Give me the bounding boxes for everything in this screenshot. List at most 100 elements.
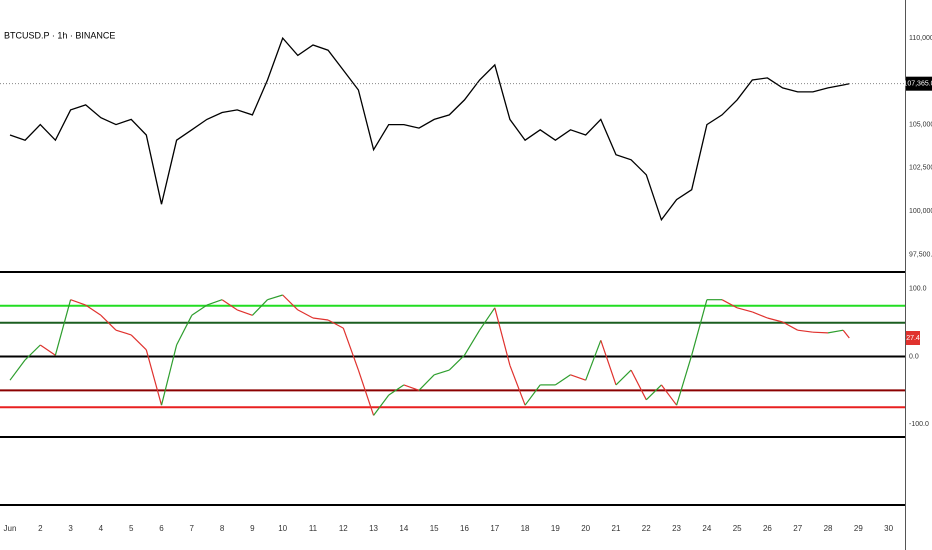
oscillator-segment bbox=[39, 344, 56, 356]
x-tick-label: 6 bbox=[159, 524, 164, 533]
oscillator-segment bbox=[463, 329, 481, 356]
oscillator-segment bbox=[736, 307, 753, 313]
oscillator-segment bbox=[100, 314, 117, 331]
x-tick-label: 28 bbox=[824, 524, 833, 533]
y-tick-label: 105,000.0 bbox=[909, 121, 932, 128]
oscillator-segment bbox=[555, 374, 571, 386]
oscillator-segment bbox=[676, 355, 693, 406]
y-tick-label: 97,500.0 bbox=[909, 251, 932, 258]
oscillator-segment bbox=[752, 311, 768, 319]
oscillator-segment bbox=[236, 309, 253, 316]
oscillator-segment bbox=[615, 369, 632, 386]
x-tick-label: 8 bbox=[220, 524, 225, 533]
oscillator-segment bbox=[54, 299, 72, 356]
oscillator-segment bbox=[524, 384, 541, 406]
x-tick-label: 21 bbox=[612, 524, 621, 533]
oscillator-segment bbox=[494, 307, 511, 366]
oscillator-segment bbox=[282, 294, 299, 311]
oscillator-segment bbox=[388, 384, 405, 396]
oscillator-segment bbox=[251, 299, 268, 316]
x-tick-label: 27 bbox=[793, 524, 802, 533]
oscillator-segment bbox=[176, 315, 193, 346]
oscillator-segment bbox=[191, 304, 208, 316]
x-tick-label: 3 bbox=[68, 524, 73, 533]
x-tick-label: 30 bbox=[884, 524, 893, 533]
price-line bbox=[9, 36, 850, 222]
oscillator-segment bbox=[160, 344, 178, 406]
oscillator-segment bbox=[403, 384, 420, 391]
current-price-box bbox=[906, 76, 932, 91]
oscillator-segment bbox=[85, 304, 102, 316]
oscillator-segment bbox=[130, 334, 147, 351]
y-tick-label: 102,500.0 bbox=[909, 165, 932, 172]
oscillator-segment bbox=[842, 329, 850, 339]
x-tick-label: 23 bbox=[672, 524, 681, 533]
oscillator-segment bbox=[585, 340, 602, 381]
x-tick-label: 5 bbox=[129, 524, 134, 533]
x-tick-label: 10 bbox=[278, 524, 287, 533]
x-tick-label: 13 bbox=[369, 524, 378, 533]
oscillator-segment bbox=[418, 374, 435, 391]
oscillator-segment bbox=[267, 294, 283, 301]
x-tick-label: 15 bbox=[430, 524, 439, 533]
oscillator-segment bbox=[660, 384, 678, 406]
x-tick-label: 4 bbox=[99, 524, 104, 533]
oscillator-segment bbox=[206, 299, 223, 306]
oscillator-segment bbox=[115, 329, 132, 336]
x-tick-label: Jun bbox=[4, 524, 17, 533]
oscillator-segment bbox=[782, 321, 798, 331]
oscillator-segment bbox=[9, 359, 26, 381]
x-tick-label: 20 bbox=[581, 524, 590, 533]
oscillator-segment bbox=[327, 319, 344, 329]
current-price-label: 107,365.0 bbox=[903, 81, 932, 88]
oscillator-segment bbox=[630, 369, 647, 401]
x-tick-label: 19 bbox=[551, 524, 560, 533]
x-tick-label: 25 bbox=[733, 524, 742, 533]
oscillator-segment bbox=[434, 369, 450, 376]
x-tick-label: 16 bbox=[460, 524, 469, 533]
current-value-label: 27.4 bbox=[906, 335, 920, 342]
x-tick-label: 7 bbox=[190, 524, 195, 533]
y-tick-label: 110,000.0 bbox=[909, 35, 932, 42]
chart-title: BTCUSD.P · 1h · BINANCE bbox=[4, 30, 115, 40]
oscillator-segment bbox=[342, 327, 359, 371]
oscillator-segment bbox=[297, 309, 314, 319]
oscillator-segment bbox=[145, 349, 163, 406]
y-tick-label: 100.0 bbox=[909, 286, 927, 293]
oscillator-segment bbox=[221, 299, 238, 311]
oscillator-segment bbox=[767, 317, 783, 323]
x-tick-label: 22 bbox=[642, 524, 651, 533]
oscillator-segment bbox=[691, 299, 708, 356]
oscillator-segment bbox=[70, 299, 86, 306]
oscillator-segment bbox=[448, 354, 465, 371]
x-tick-label: 29 bbox=[854, 524, 863, 533]
oscillator-segment bbox=[479, 307, 496, 331]
oscillator-segment bbox=[312, 317, 329, 321]
oscillator-segment bbox=[570, 374, 586, 381]
oscillator-segment bbox=[600, 340, 617, 386]
oscillator-segment bbox=[24, 344, 41, 361]
y-tick-label: 0.0 bbox=[909, 353, 919, 360]
oscillator-segment bbox=[509, 365, 526, 406]
y-tick-label: -100.0 bbox=[909, 421, 929, 428]
oscillator-segment bbox=[812, 331, 829, 334]
x-tick-label: 11 bbox=[309, 524, 318, 533]
x-tick-label: 12 bbox=[339, 524, 348, 533]
current-value-box bbox=[906, 331, 920, 345]
y-tick-label: 100,000.0 bbox=[909, 208, 932, 215]
x-tick-label: 2 bbox=[38, 524, 43, 533]
x-tick-label: 9 bbox=[250, 524, 255, 533]
oscillator-segment bbox=[721, 299, 738, 309]
oscillator-segment bbox=[373, 394, 390, 416]
x-tick-label: 17 bbox=[490, 524, 499, 533]
oscillator-segment bbox=[357, 369, 375, 416]
oscillator-segment bbox=[827, 329, 844, 334]
x-tick-label: 26 bbox=[763, 524, 772, 533]
x-tick-label: 24 bbox=[702, 524, 711, 533]
oscillator-segment bbox=[797, 329, 813, 333]
x-tick-label: 14 bbox=[399, 524, 408, 533]
x-tick-label: 18 bbox=[521, 524, 530, 533]
oscillator-segment bbox=[645, 384, 662, 401]
